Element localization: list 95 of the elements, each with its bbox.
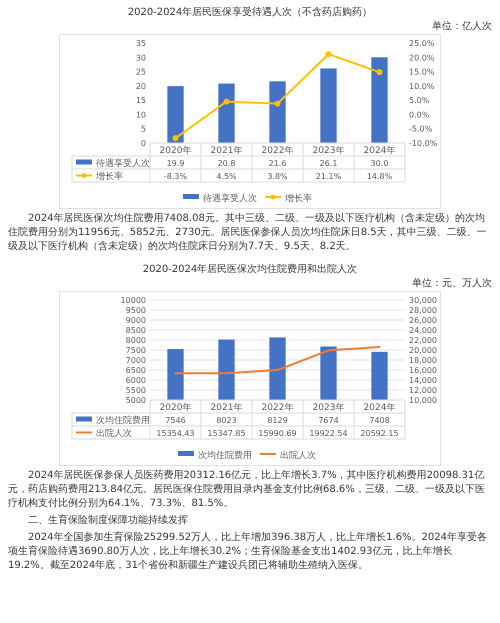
y-tick-label: 0 xyxy=(140,139,146,148)
y-tick-label: 20 xyxy=(136,82,146,91)
y2-tick-label: 28,000 xyxy=(409,306,437,315)
y-tick-label: 10 xyxy=(136,110,146,120)
data-label: 7408 xyxy=(369,416,390,425)
y2-tick-label: 20,000 xyxy=(409,346,437,355)
text: 2024年全国参加生育保险25299.52万人，比上年增加396.38万人，比上年增长1.6%。2024年享受各项生育保险待遇3690.80万人次，比上年增长30.2%；生育保险基金支出1402.93亿元，比上年增长19.2%。截至2024年底，31个省份和新疆生产建设兵团已将辅助生殖纳入医保。 xyxy=(7,531,488,573)
y-tick-label: 7000 xyxy=(126,356,146,365)
y2-tick-label: -10.0% xyxy=(409,139,438,148)
text: 出院人次 xyxy=(280,451,316,461)
bar xyxy=(167,86,184,143)
y2-tick-label: 16,000 xyxy=(409,366,437,375)
y-tick-label: 25 xyxy=(136,68,146,77)
y-tick-label: 6500 xyxy=(126,366,146,375)
data-label: 4.5% xyxy=(216,172,238,181)
point xyxy=(224,98,230,105)
y-tick-label: 10000 xyxy=(120,296,146,305)
data-label: -8.3% xyxy=(164,172,188,181)
y2-tick-label: 20.0% xyxy=(409,53,435,62)
x-tick-label: 2023年 xyxy=(312,402,344,413)
text: 二、生育保险制度保障功能持续发挥 xyxy=(27,514,189,528)
x-tick-label: 2020年 xyxy=(160,402,192,413)
legend-label: 出院人次 xyxy=(96,428,132,439)
data-label: 26.1 xyxy=(320,159,338,168)
point xyxy=(274,100,280,107)
text: 增长率 xyxy=(96,172,123,182)
y2-tick-label: 30,000 xyxy=(409,296,437,305)
line-series xyxy=(174,346,380,374)
data-label: 19.9 xyxy=(166,159,184,168)
bar xyxy=(371,57,388,143)
y2-tick-label: 25.0% xyxy=(409,39,435,48)
x-tick-label: 2024年 xyxy=(364,145,396,156)
data-label: 21.1% xyxy=(316,172,342,181)
y-tick-label: 35 xyxy=(136,39,146,48)
y-tick-label: 9000 xyxy=(126,316,146,325)
data-label: 15347.85 xyxy=(207,429,246,438)
chart-title: 2020-2024年居民医保次均住院费用和出院人次 xyxy=(142,262,358,277)
y-tick-label: 5000 xyxy=(126,396,146,405)
text: 单位：亿人次 xyxy=(431,20,493,34)
y2-tick-label: 26,000 xyxy=(409,316,437,325)
y2-tick-label: 10.0% xyxy=(409,82,435,91)
y2-tick-label: 24,000 xyxy=(409,326,437,335)
bar xyxy=(269,81,286,143)
data-label: 20.8 xyxy=(218,159,236,168)
x-tick-label: 2024年 xyxy=(364,402,396,413)
y2-tick-label: 15.0% xyxy=(409,68,435,77)
point xyxy=(376,69,382,76)
text: 2024年居民医保次均住院费用7408.08元。其中三级、二级、一级及以下医疗机构（含未定级）的次均住院费用分别为11956元、5852元、2730元。居民医保参保人员次均住院床日8.5天，其中三级、二级、一级及以下医疗机构（含未定级）的次均住院床日分别为7.7天、9.5天、8.2天。 xyxy=(7,212,488,254)
data-label: 8023 xyxy=(216,416,237,425)
legend-label: 增长率 xyxy=(284,193,312,204)
data-label: 15354.43 xyxy=(156,429,195,438)
y2-tick-label: 14,000 xyxy=(409,376,437,385)
y2-tick-label: 10,000 xyxy=(409,396,437,405)
y-tick-label: 7500 xyxy=(126,346,146,355)
y-tick-label: 30 xyxy=(136,53,146,62)
y-tick-label: 5500 xyxy=(126,386,146,395)
point xyxy=(326,51,332,58)
data-label: 8129 xyxy=(267,416,288,425)
x-tick-label: 2022年 xyxy=(262,145,294,156)
y2-tick-label: 0.0% xyxy=(409,110,430,120)
x-tick-label: 2023年 xyxy=(312,145,344,156)
x-tick-label: 2021年 xyxy=(210,402,242,413)
y-tick-label: 8500 xyxy=(126,326,146,335)
y-tick-label: 5 xyxy=(140,124,146,134)
data-label: 14.8% xyxy=(366,172,393,181)
data-label: 3.8% xyxy=(267,172,288,181)
y-tick-label: 9500 xyxy=(126,306,146,315)
legend-label: 次均住院费用 xyxy=(96,415,150,426)
text: 2024年居民医保参保人员医药费用20312.16亿元，比上年增长3.7%，其中医疗机构费用20098.31亿元，药店购药费用213.84亿元。居民医保住院费用目录内基金支付比例68.6%，三级、二级、一级及以下医疗机构支付比例分别为64.1%、73.3%、81.5%。 xyxy=(7,469,486,511)
x-tick-label: 2021年 xyxy=(210,145,242,156)
data-label: 15990.69 xyxy=(258,429,297,438)
data-label: 7674 xyxy=(318,416,339,425)
x-tick-label: 2020年 xyxy=(160,145,192,156)
y2-tick-label: 18,000 xyxy=(409,356,437,365)
data-label: 7546 xyxy=(165,416,186,425)
y2-tick-label: 12,000 xyxy=(409,386,437,395)
y2-tick-label: 22,000 xyxy=(409,336,437,345)
text: 待遇享受人次 xyxy=(203,194,257,204)
text: 单位：元、万人次 xyxy=(411,277,493,291)
legend-label: 待遇享受人次 xyxy=(96,158,150,169)
text: 次均住院费用 xyxy=(198,451,252,461)
x-tick-label: 2022年 xyxy=(262,402,294,413)
bar xyxy=(320,68,337,143)
y2-tick-label: -5.0% xyxy=(409,124,433,134)
y-tick-label: 15 xyxy=(136,96,146,106)
chart-title: 2020-2024年居民医保享受待遇人次（不含药店购药） xyxy=(126,6,374,20)
bar xyxy=(218,84,235,143)
point xyxy=(172,135,178,142)
data-label: 30.0 xyxy=(370,159,388,168)
y-tick-label: 8000 xyxy=(126,336,146,345)
y-tick-label: 6000 xyxy=(126,376,146,385)
data-label: 19922.54 xyxy=(309,429,348,438)
y2-tick-label: 5.0% xyxy=(409,96,430,106)
data-label: 21.6 xyxy=(268,159,286,168)
data-label: 20592.15 xyxy=(360,429,399,438)
